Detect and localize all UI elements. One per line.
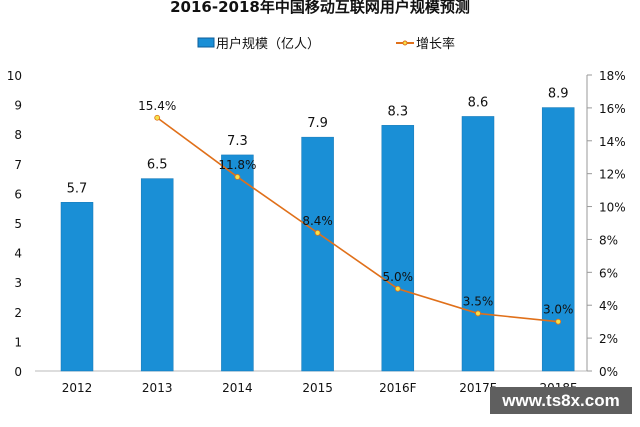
growth-rate-line xyxy=(156,117,559,323)
y-left-tick-label: 9 xyxy=(14,99,22,113)
x-tick-label: 2014 xyxy=(222,381,253,395)
bar-2013 xyxy=(140,178,174,372)
legend-line-marker xyxy=(402,40,408,46)
growth-point-2017F xyxy=(475,310,481,317)
y-left-tick-label: 3 xyxy=(14,276,22,290)
bar-label: 7.3 xyxy=(227,134,248,149)
bar-2015 xyxy=(301,136,334,372)
y-left-tick-label: 7 xyxy=(14,158,22,172)
y-left-tick-label: 2 xyxy=(14,306,22,320)
growth-point-2016F xyxy=(394,285,401,292)
y-right-tick-label: 6% xyxy=(599,266,618,280)
growth-label: 3.5% xyxy=(463,294,494,308)
y-right-tick-label: 16% xyxy=(599,102,626,116)
y-right-tick-label: 0% xyxy=(599,365,618,379)
y-right-tick-label: 4% xyxy=(599,299,618,313)
y-right-tick-label: 10% xyxy=(599,201,626,215)
bar-label: 6.5 xyxy=(147,158,168,173)
x-tick-label: 2016F xyxy=(379,381,417,395)
y-right-tick-label: 2% xyxy=(599,332,618,346)
bar-2014 xyxy=(221,154,254,372)
growth-point-2014 xyxy=(234,174,241,180)
legend-line-label: 增长率 xyxy=(416,36,455,52)
y-left-tick-label: 0 xyxy=(14,365,22,379)
chart-title: 2016-2018年中国移动互联网用户规模预测 xyxy=(170,0,470,16)
bar-2012 xyxy=(60,202,94,372)
legend-bar-label: 用户规模（亿人） xyxy=(216,36,320,52)
y-left-tick-label: 1 xyxy=(14,335,22,349)
growth-point-2018F xyxy=(555,318,562,325)
legend: 用户规模（亿人） 增长率 xyxy=(197,36,455,52)
growth-point-2013 xyxy=(154,114,161,121)
bar-label: 8.9 xyxy=(548,87,569,102)
growth-label: 15.4% xyxy=(138,99,176,113)
legend-bar-swatch xyxy=(197,37,215,48)
y-left-tick-label: 4 xyxy=(14,247,22,261)
bar-label: 5.7 xyxy=(67,181,88,196)
y-left-tick-label: 5 xyxy=(14,217,22,231)
bar-2017F xyxy=(461,116,495,372)
bar-2016F xyxy=(381,125,415,372)
y-right-tick-label: 14% xyxy=(599,135,626,149)
growth-label: 11.8% xyxy=(218,158,256,172)
watermark: www.ts8x.com xyxy=(490,387,632,414)
growth-label: 3.0% xyxy=(543,303,574,317)
x-tick-label: 2012 xyxy=(62,381,93,395)
growth-label: 8.4% xyxy=(302,214,333,228)
x-tick-label: 2017F xyxy=(459,381,497,395)
bar-2018F xyxy=(541,107,575,372)
y-right-tick-label: 12% xyxy=(599,168,626,182)
y-left-tick-label: 6 xyxy=(14,187,22,201)
y-left-tick-label: 10 xyxy=(7,69,22,83)
bar-label: 8.3 xyxy=(387,104,408,119)
bar-label: 7.9 xyxy=(307,116,328,131)
y-right-tick-label: 18% xyxy=(599,69,626,83)
x-tick-label: 2013 xyxy=(142,381,173,395)
bar-label: 8.6 xyxy=(468,95,489,110)
x-tick-label: 2015 xyxy=(302,381,333,395)
growth-label: 5.0% xyxy=(383,270,414,284)
growth-point-2015 xyxy=(314,229,321,236)
y-left-tick-label: 8 xyxy=(14,128,22,142)
y-right-tick-label: 8% xyxy=(599,233,618,247)
